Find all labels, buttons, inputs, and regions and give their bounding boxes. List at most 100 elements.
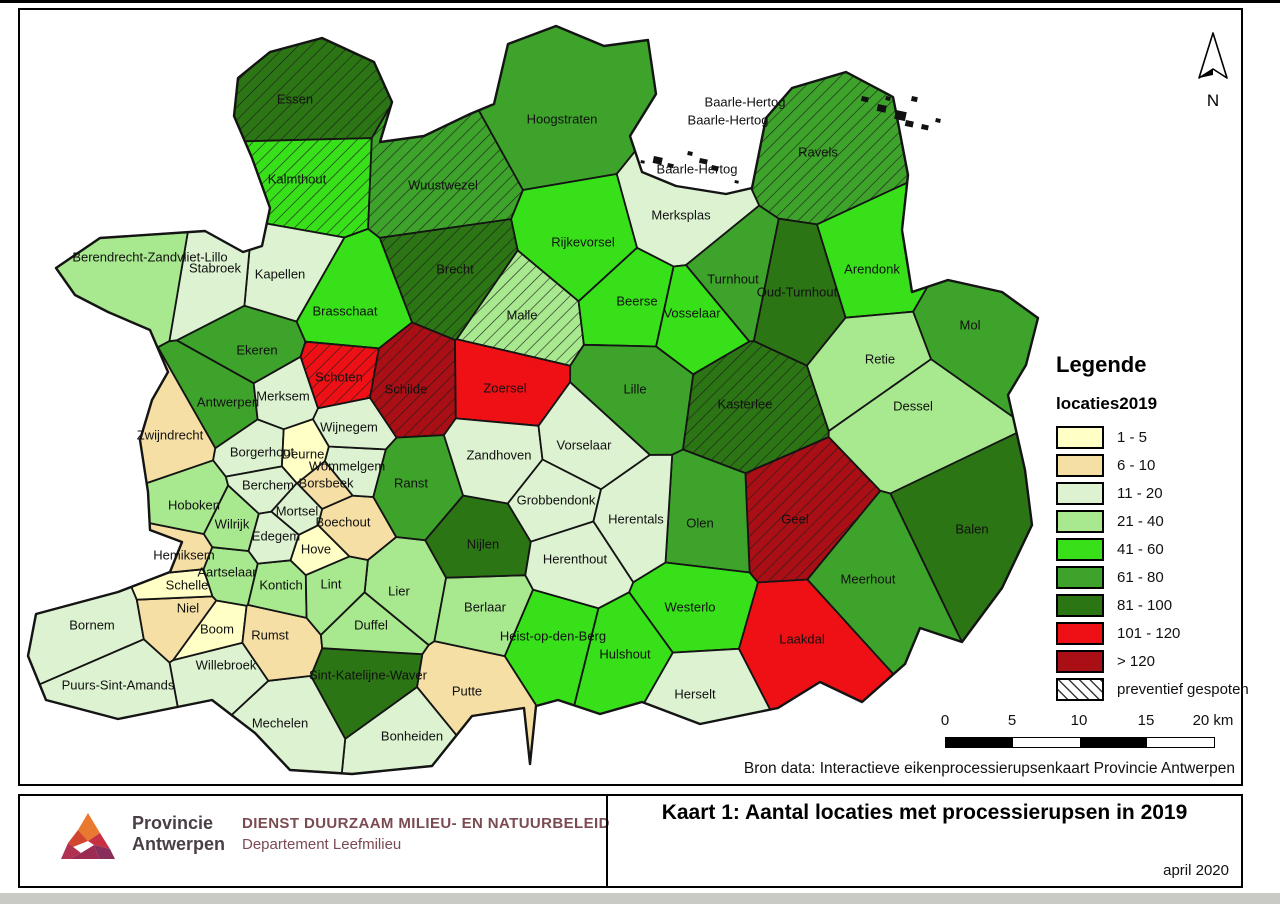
- municipality-label-willebroek: Willebroek: [196, 657, 257, 672]
- municipality-label-bonheiden: Bonheiden: [381, 728, 443, 743]
- legend-swatch: [1056, 454, 1104, 477]
- municipality-label-wilrijk: Wilrijk: [215, 516, 250, 531]
- scale-label: 0: [940, 712, 950, 729]
- municipality-label-hemiksem: Hemiksem: [153, 547, 214, 562]
- municipality-label-zwijndrecht: Zwijndrecht: [137, 427, 204, 442]
- municipality-label-nijlen: Nijlen: [467, 536, 500, 551]
- municipality-label-zoersel: Zoersel: [483, 380, 526, 395]
- municipality-label-schoten: Schoten: [315, 369, 363, 384]
- legend-item-label: 81 - 100: [1117, 597, 1173, 614]
- municipality-label-zandhoven: Zandhoven: [466, 447, 531, 462]
- municipality-label-hove: Hove: [301, 541, 331, 556]
- map-date: april 2020: [1163, 862, 1229, 879]
- legend-swatch: [1056, 594, 1104, 617]
- department-line2: Departement Leefmilieu: [242, 836, 402, 853]
- municipality-label-aartselaar: Aartselaar: [197, 564, 257, 579]
- org-name: Provincie Antwerpen: [132, 813, 225, 854]
- municipality-label-boom: Boom: [200, 621, 234, 636]
- municipality-label-puurs-sint-amands: Puurs-Sint-Amands: [62, 677, 175, 692]
- municipality-label-kasterlee: Kasterlee: [718, 396, 773, 411]
- municipality-label-brasschaat: Brasschaat: [312, 303, 377, 318]
- source-attribution: Bron data: Interactieve eikenprocessieru…: [743, 760, 1235, 777]
- municipality-label-ravels: Ravels: [798, 144, 838, 159]
- municipality-label-schelle: Schelle: [166, 577, 209, 592]
- legend-swatch-hatched: [1056, 678, 1104, 701]
- legend-item-label: 1 - 5: [1117, 429, 1148, 446]
- municipality-label-heist-op-den-berg: Heist-op-den-Berg: [500, 628, 606, 643]
- hatch-overlay-essen: [234, 38, 392, 142]
- province-border: [26, 24, 1040, 776]
- municipality-lille: [569, 343, 695, 456]
- municipality-label-dessel: Dessel: [893, 398, 933, 413]
- municipality-label-hulshout: Hulshout: [599, 646, 651, 661]
- legend-item-label: > 120: [1117, 653, 1155, 670]
- footer-band: Provincie Antwerpen DIENST DUURZAAM MILI…: [18, 794, 1243, 888]
- municipality-label-merksplas: Merksplas: [651, 207, 711, 222]
- municipality-label-stabroek: Stabroek: [189, 260, 242, 275]
- baarle-hertog-enclave: [640, 159, 645, 164]
- municipality-label-mortsel: Mortsel: [276, 503, 319, 518]
- baarle-hertog-enclave: [876, 104, 887, 113]
- baarle-hertog-enclave: [652, 156, 663, 165]
- hatch-overlay-schilde: [370, 322, 456, 438]
- legend-item-label: 41 - 60: [1117, 541, 1164, 558]
- municipality-label-kalmthout: Kalmthout: [268, 171, 327, 186]
- legend-swatch: [1056, 538, 1104, 561]
- scale-label: 5: [1007, 712, 1017, 729]
- municipality-berchem: [224, 465, 298, 515]
- baarle-hertog-enclave: [910, 96, 918, 103]
- scale-bar-labels: 0 5 10 15 20 km: [941, 712, 1234, 731]
- baarle-hertog-enclave: [935, 117, 941, 123]
- baarle-hertog-label: Baarle-Hertog: [705, 94, 786, 109]
- legend-item: preventief gespoten: [1056, 678, 1249, 701]
- baarle-hertog-enclave: [710, 165, 719, 172]
- scale-bar-segment: [1147, 738, 1214, 747]
- scale-label: 15: [1137, 712, 1155, 729]
- municipality-label-schilde: Schilde: [385, 381, 428, 396]
- municipality-label-mol: Mol: [960, 317, 981, 332]
- baarle-hertog-enclave: [734, 179, 739, 184]
- municipality-label-lille: Lille: [623, 381, 646, 396]
- legend-title: Legende: [1056, 352, 1147, 377]
- legend-swatch: [1056, 426, 1104, 449]
- legend-item-label: 101 - 120: [1117, 625, 1181, 642]
- municipality-herenthout: [524, 520, 635, 610]
- baarle-hertog-enclave: [920, 123, 929, 131]
- municipality-cells: [27, 25, 1039, 775]
- municipality-label-putte: Putte: [452, 683, 482, 698]
- scale-bar-segment: [1013, 738, 1080, 747]
- municipality-label-duffel: Duffel: [354, 617, 388, 632]
- municipality-label-boechout: Boechout: [316, 514, 371, 529]
- legend-item: 21 - 40: [1056, 510, 1241, 533]
- municipality-labels: Essen Kalmthout Wuustwezel Hoogstraten Ravel…: [62, 91, 989, 743]
- municipality-label-kapellen: Kapellen: [255, 266, 306, 281]
- scale-bar: 0 5 10 15 20 km: [941, 712, 1234, 752]
- municipality-label-bornem: Bornem: [69, 617, 115, 632]
- municipality-label-meerhout: Meerhout: [841, 571, 896, 586]
- municipality-label-merksem: Merksem: [256, 388, 309, 403]
- scale-label: 20 km: [1192, 712, 1234, 729]
- municipality-label-herentals: Herentals: [608, 511, 664, 526]
- hatch-overlay-geel: [745, 437, 881, 583]
- municipality-label-sint-katelijne-waver: Sint-Katelijne-Waver: [309, 667, 428, 682]
- north-label: N: [1206, 91, 1220, 110]
- legend-swatch: [1056, 482, 1104, 505]
- title-box: Kaart 1: Aantal locaties met processieru…: [606, 796, 1241, 886]
- baarle-hertog-label: Baarle-Hertog: [657, 161, 738, 176]
- municipality-label-berendrecht-zandvliet-lillo: Berendrecht-Zandvliet-Lillo: [72, 249, 227, 264]
- legend-item: > 120: [1056, 650, 1241, 673]
- baarle-hertog-enclave: [894, 110, 907, 122]
- page-top-rule: [0, 0, 1280, 3]
- legend-item-label: 21 - 40: [1117, 513, 1164, 530]
- legend-subtitle: locaties2019: [1056, 394, 1158, 413]
- legend-swatch: [1056, 622, 1104, 645]
- municipality-label-herselt: Herselt: [674, 686, 716, 701]
- municipality-label-rumst: Rumst: [251, 627, 289, 642]
- municipality-label-wuustwezel: Wuustwezel: [408, 177, 478, 192]
- municipality-label-wijnegem: Wijnegem: [320, 419, 378, 434]
- municipality-label-mechelen: Mechelen: [252, 715, 308, 730]
- municipality-label-hoogstraten: Hoogstraten: [527, 111, 598, 126]
- municipality-label-geel: Geel: [781, 511, 809, 526]
- legend-swatch: [1056, 510, 1104, 533]
